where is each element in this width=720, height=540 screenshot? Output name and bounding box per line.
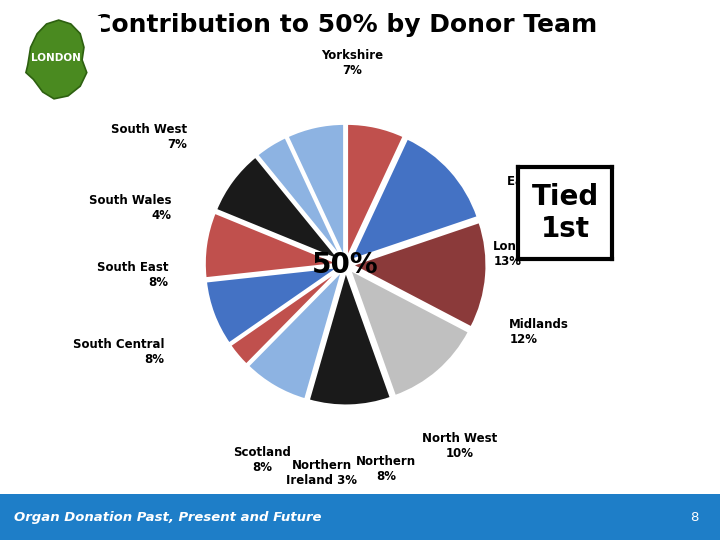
Wedge shape	[347, 124, 404, 258]
Polygon shape	[26, 20, 87, 99]
Text: 50%: 50%	[312, 251, 379, 279]
Title: Contribution to 50% by Donor Team: Contribution to 50% by Donor Team	[94, 13, 598, 37]
Text: London
13%: London 13%	[493, 240, 542, 268]
Wedge shape	[204, 213, 339, 278]
Text: 8: 8	[690, 511, 698, 524]
Wedge shape	[352, 222, 487, 327]
Wedge shape	[287, 124, 344, 258]
Text: South Central
8%: South Central 8%	[73, 338, 164, 366]
Wedge shape	[309, 271, 391, 406]
Wedge shape	[257, 137, 342, 259]
Text: LONDON: LONDON	[31, 53, 81, 63]
Text: South West
7%: South West 7%	[111, 123, 187, 151]
Text: Midlands
12%: Midlands 12%	[509, 318, 570, 346]
Text: Yorkshire
7%: Yorkshire 7%	[321, 49, 383, 77]
Text: Northern
Ireland 3%: Northern Ireland 3%	[286, 459, 357, 487]
Text: Tied
1st: Tied 1st	[531, 183, 599, 244]
Text: South Wales
4%: South Wales 4%	[89, 194, 171, 222]
Text: Organ Donation Past, Present and Future: Organ Donation Past, Present and Future	[14, 511, 322, 524]
Wedge shape	[248, 271, 342, 400]
Text: Eastern 13%: Eastern 13%	[507, 175, 590, 188]
Wedge shape	[206, 267, 339, 343]
Wedge shape	[216, 157, 341, 261]
Wedge shape	[351, 138, 477, 260]
Text: South East
8%: South East 8%	[97, 261, 168, 289]
Text: North West
10%: North West 10%	[422, 433, 498, 460]
Wedge shape	[230, 269, 341, 365]
Text: Northern
8%: Northern 8%	[356, 455, 416, 483]
Text: Scotland
8%: Scotland 8%	[233, 446, 292, 474]
Wedge shape	[350, 269, 469, 396]
